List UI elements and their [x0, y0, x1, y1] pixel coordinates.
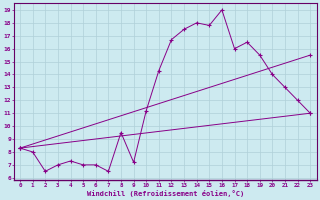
X-axis label: Windchill (Refroidissement éolien,°C): Windchill (Refroidissement éolien,°C): [86, 190, 244, 197]
